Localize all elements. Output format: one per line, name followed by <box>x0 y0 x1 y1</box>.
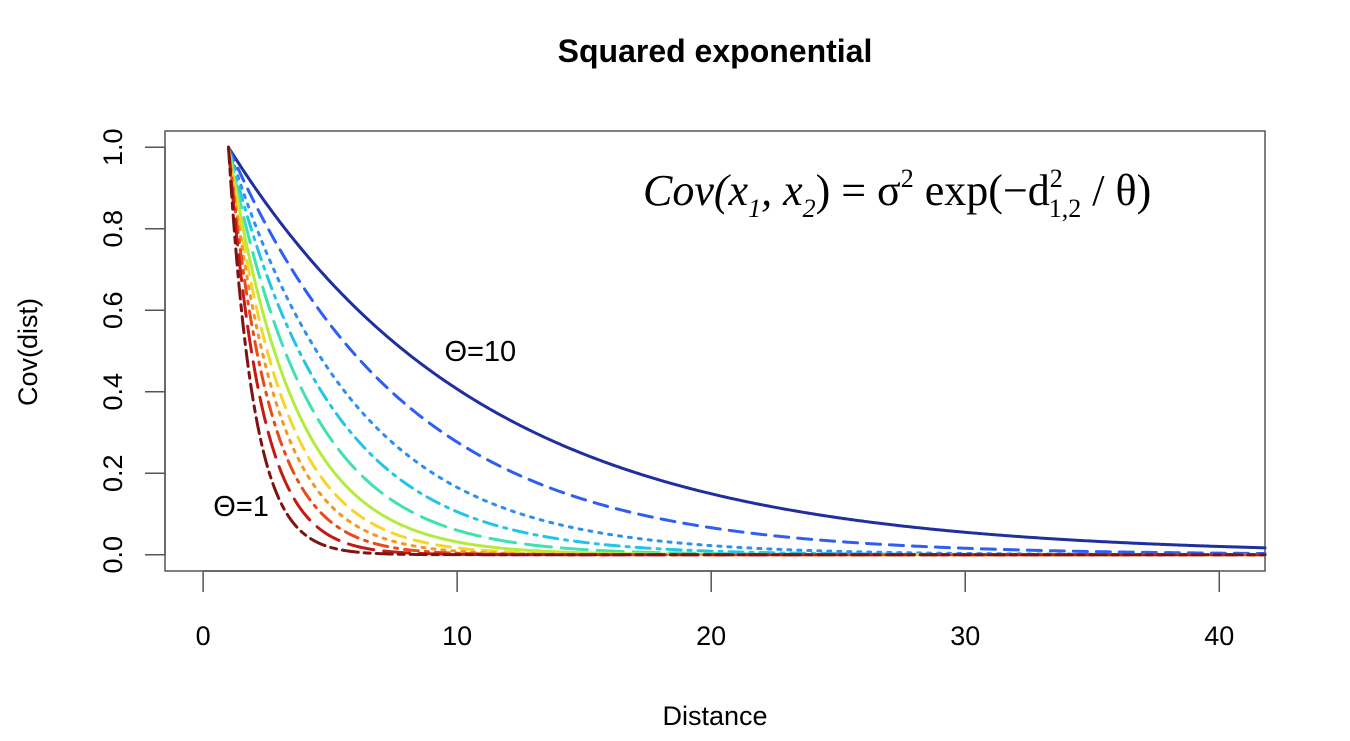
annotation-label: Θ=10 <box>444 336 516 368</box>
formula-eq: ) = σ <box>816 166 901 215</box>
x-tick-label: 20 <box>696 621 726 651</box>
y-tick-label: 0.6 <box>98 291 128 329</box>
formula-sub-d: 1,2 <box>1049 194 1082 223</box>
series-line <box>227 145 1267 550</box>
formula-sup-d: 2 <box>1050 164 1063 193</box>
x-tick-label: 0 <box>196 621 211 651</box>
y-tick-label: 0.0 <box>98 536 128 574</box>
y-tick-label: 0.4 <box>98 373 128 411</box>
formula-tail: / θ) <box>1081 166 1151 215</box>
formula-sub-1: 1 <box>748 194 761 223</box>
y-tick-label: 0.2 <box>98 454 128 492</box>
formula-lhs: Cov(x <box>643 166 749 215</box>
y-tick-label: 1.0 <box>98 129 128 167</box>
formula: Cov(x1, x2) = σ2 exp(−d2 1,2 / θ) <box>643 164 1151 223</box>
series-lines <box>227 145 1267 557</box>
y-tick-label: 0.8 <box>98 210 128 248</box>
x-tick-label: 40 <box>1204 621 1234 651</box>
x-axis: 0 10 20 30 40 <box>196 570 1234 651</box>
x-tick-label: 30 <box>950 621 980 651</box>
y-axis: 0.0 0.2 0.4 0.6 0.8 1.0 <box>98 129 166 574</box>
chart-title: Squared exponential <box>558 33 873 69</box>
formula-sup-sigma: 2 <box>901 164 914 193</box>
series-line <box>227 145 1267 555</box>
annotation-label: Θ=1 <box>213 491 269 523</box>
annotations: Θ=10 Θ=1 <box>213 336 516 523</box>
formula-mid: , x <box>761 166 803 215</box>
x-axis-label: Distance <box>662 701 767 731</box>
formula-exp: exp(−d <box>914 166 1050 215</box>
series-line <box>227 145 1267 557</box>
y-axis-label: Cov(dist) <box>13 298 43 406</box>
formula-sub-2: 2 <box>803 194 816 223</box>
x-tick-label: 10 <box>442 621 472 651</box>
